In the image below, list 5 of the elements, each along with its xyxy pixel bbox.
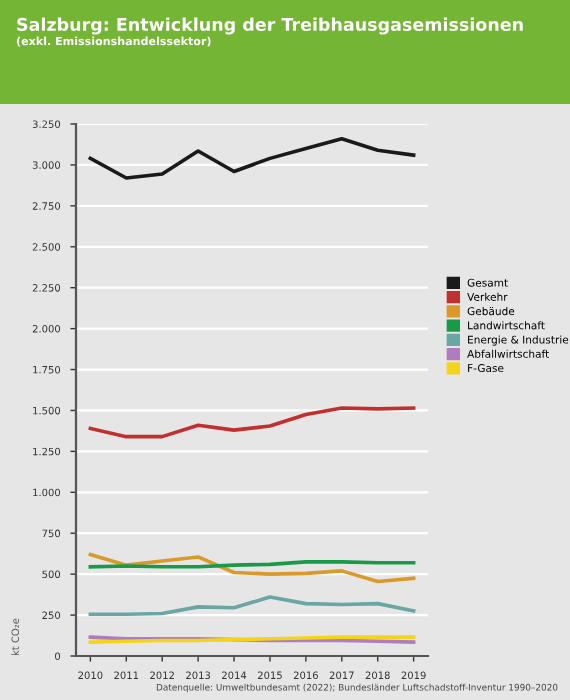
chart-title: Salzburg: Entwicklung der Treibhausgasemissionen: [17, 17, 523, 35]
line-series: [88, 552, 416, 584]
line-series: [88, 406, 416, 439]
line-series: [88, 595, 416, 617]
line-series: [88, 136, 416, 180]
